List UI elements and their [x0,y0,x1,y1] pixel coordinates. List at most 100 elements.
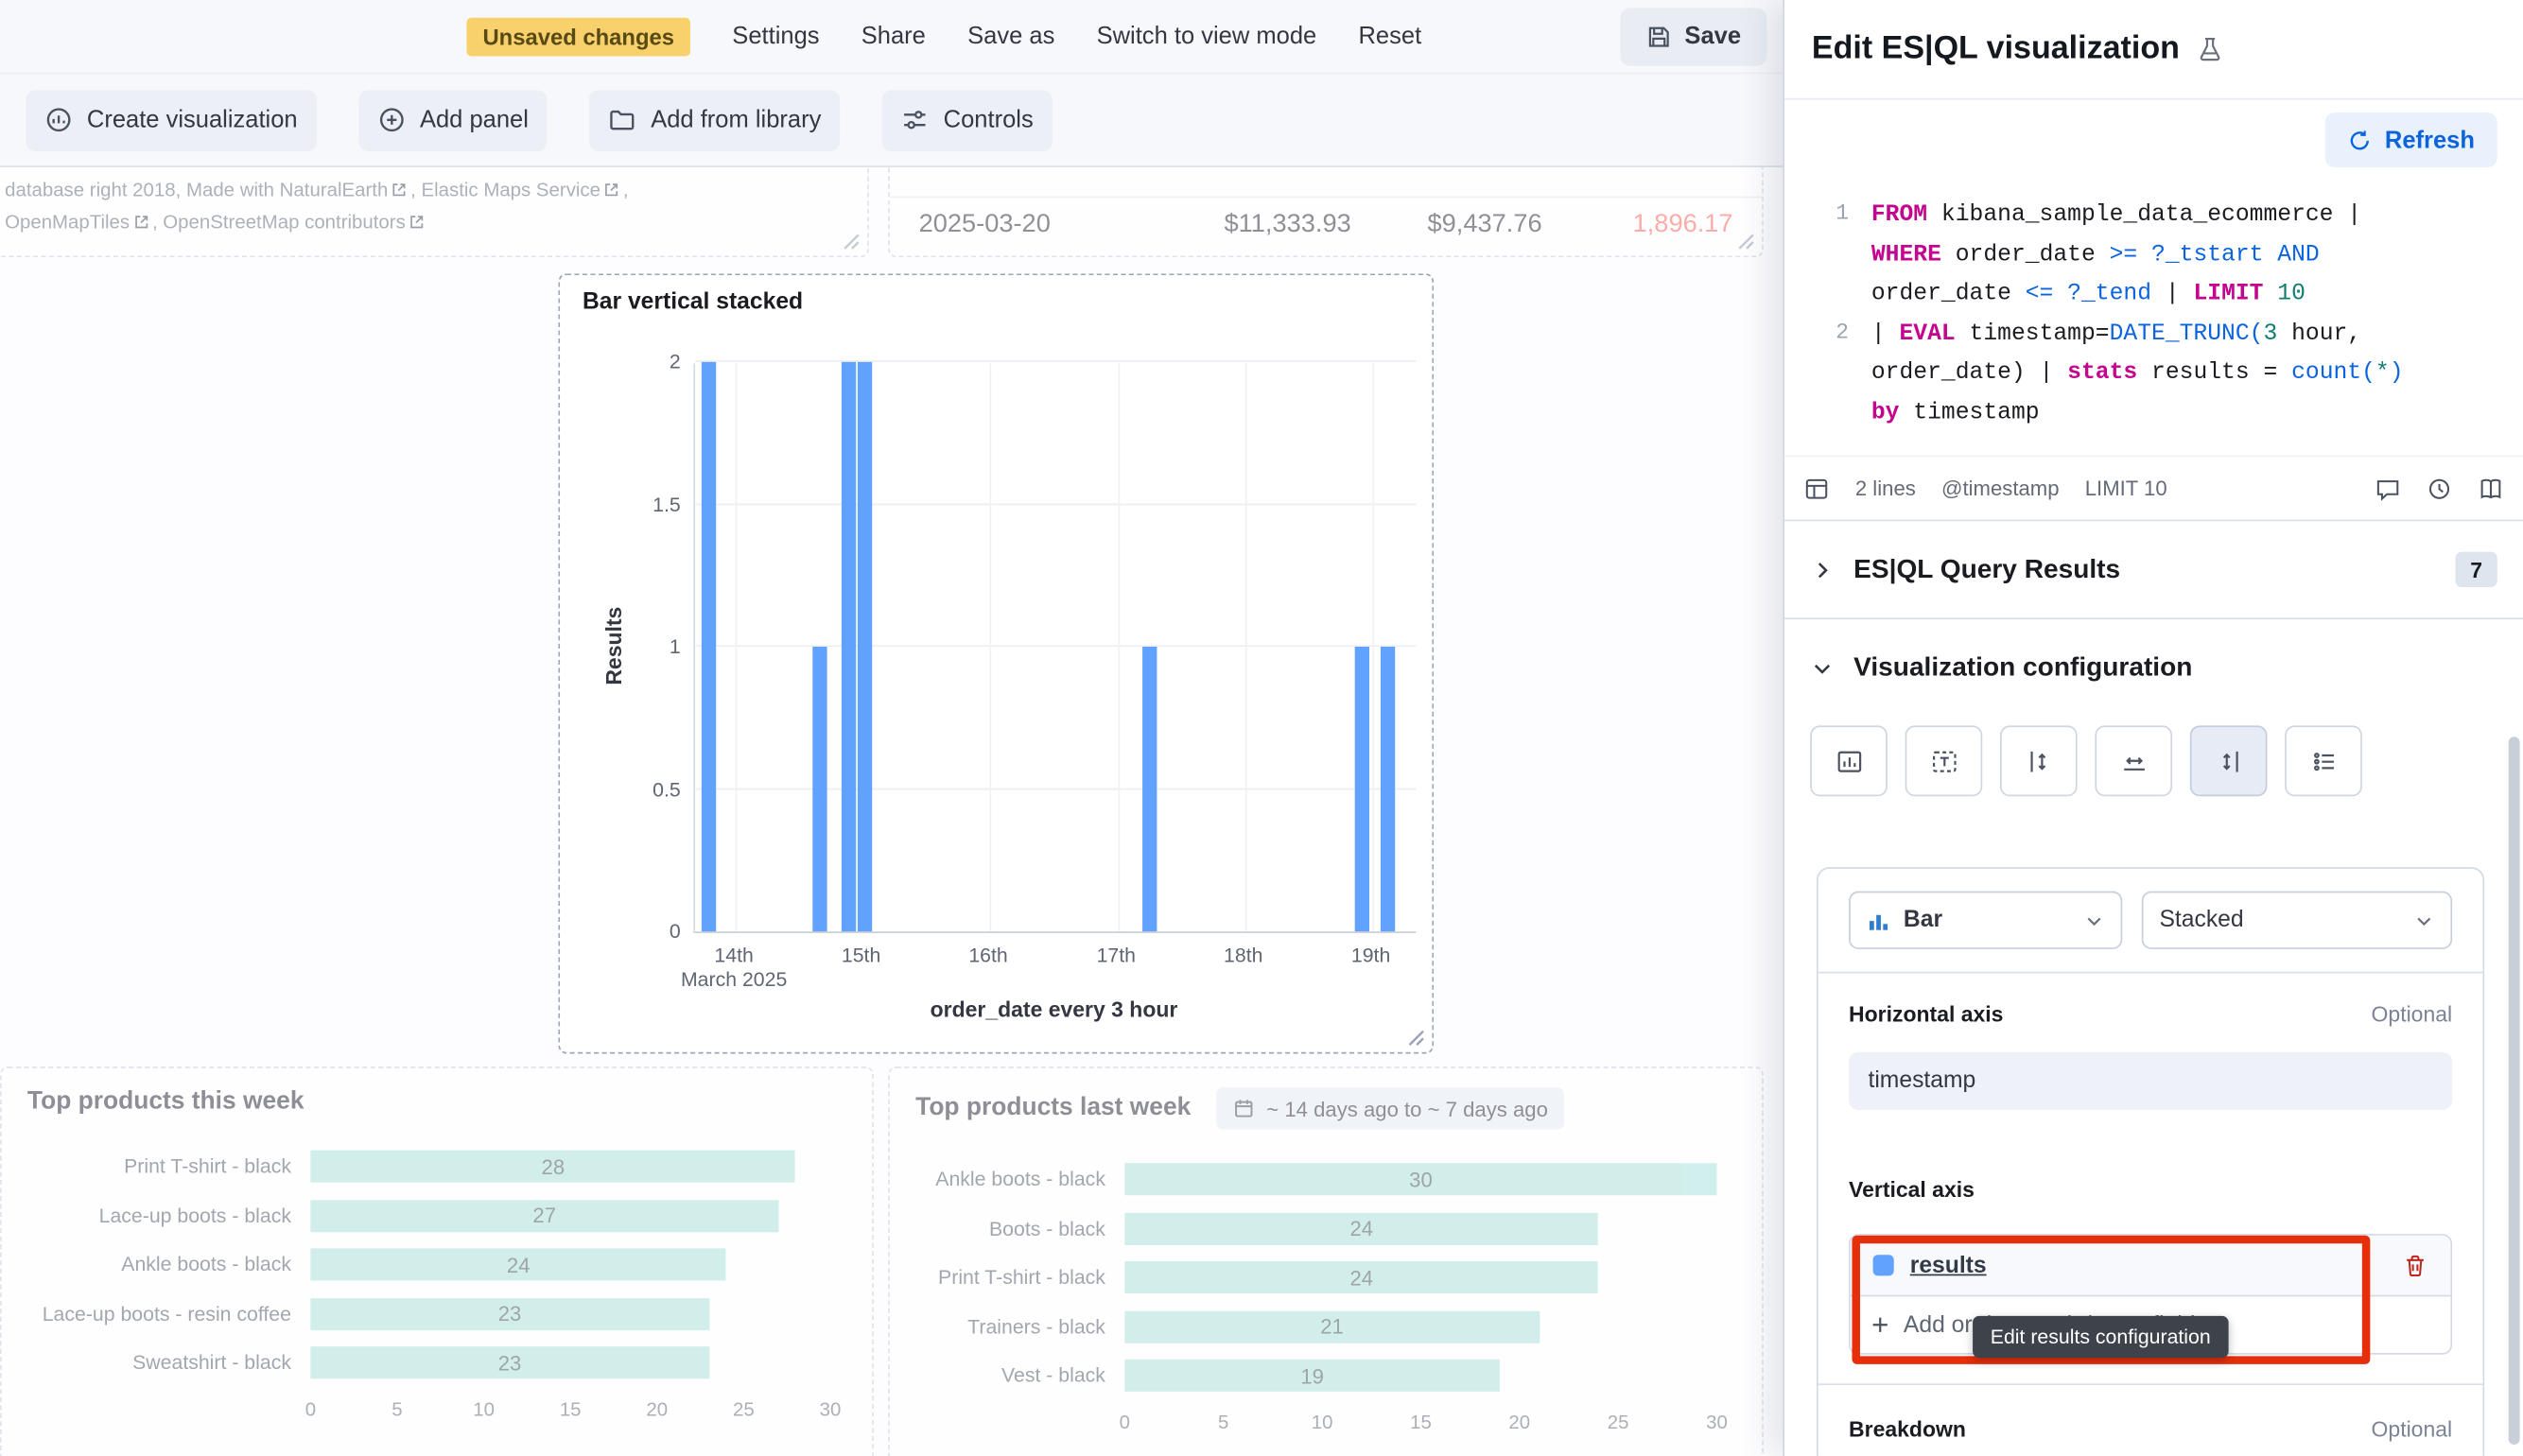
esql-editor[interactable]: 1 FROM kibana_sample_data_ecommerce | WHER… [1784,181,2523,456]
legend-options-button[interactable] [2285,725,2362,797]
editor-limit-badge[interactable]: LIMIT 10 [2084,476,2167,501]
horizontal-bar[interactable]: 30 [1124,1163,1717,1196]
flyout-scrollbar[interactable] [2508,737,2520,1445]
bar-label: Sweatshirt - black [132,1351,291,1375]
bar-value: 27 [532,1204,557,1228]
docs-icon[interactable] [2478,476,2503,501]
esql-icon [1803,476,1829,501]
table-cell-value: $9,437.76 [1427,210,1542,238]
accordion-label: ES|QL Query Results [1853,554,2121,583]
save-as-menu-item[interactable]: Save as [967,22,1055,50]
horizontal-bar[interactable]: 23 [310,1346,709,1379]
esql-query-results-accordion[interactable]: ES|QL Query Results 7 [1784,521,2523,617]
stacked-bar[interactable] [1381,647,1396,932]
time-range-badge[interactable]: ~ 14 days ago to ~ 7 days ago [1216,1087,1564,1130]
resize-handle-icon[interactable] [1736,232,1755,251]
bar-row: Sweatshirt - black 23 [2,1339,873,1388]
resize-handle-icon[interactable] [1406,1028,1425,1047]
right-axis-button[interactable] [2189,725,2268,797]
editor-timestamp-badge[interactable]: @timestamp [1941,476,2060,501]
stacked-bar[interactable] [1354,647,1369,932]
series-color-swatch [1872,1255,1894,1276]
attribution-text[interactable]: database right 2018, Made with NaturalEa… [5,178,389,201]
stacked-bar-plot [693,360,1417,933]
x-tick-label: 0 [1119,1410,1131,1433]
horizontal-bar[interactable]: 19 [1124,1360,1500,1393]
query-history-icon[interactable] [2427,476,2452,501]
horizontal-axis-section: Horizontal axis Optional timestamp [1818,973,2483,1135]
code-row: order_date <= ?_tend | LIMIT 10 [1870,281,2306,307]
horizontal-bar[interactable]: 27 [310,1199,779,1232]
visualization-configuration-accordion[interactable]: Visualization configuration [1784,619,2523,716]
horizontal-bar[interactable]: 21 [1124,1310,1540,1343]
bar-value: 24 [1349,1265,1374,1291]
feedback-icon[interactable] [2375,476,2400,501]
code-row: 1 FROM kibana_sample_data_ecommerce | [1836,202,2362,229]
attribution-text[interactable]: , Elastic Maps Service [410,178,601,201]
y-tick-label: 1 [669,635,681,658]
stack-mode-value: Stacked [2159,907,2244,933]
save-button[interactable]: Save [1620,7,1767,65]
add-panel-button[interactable]: Add panel [358,89,548,151]
chart-type-select[interactable]: Bar [1849,891,2123,949]
x-tick-label: 14th March 2025 [680,944,788,992]
stacked-bar[interactable] [701,361,717,932]
text-labels-button[interactable] [1905,725,1983,797]
attribution-text[interactable]: OpenMapTiles [5,210,130,234]
edit-esql-flyout: Edit ES|QL visualization Refresh 1 FROM k… [1783,0,2523,1456]
unsaved-changes-badge[interactable]: Unsaved changes [466,16,691,56]
x-tick-label: 16th [968,944,1008,967]
stacked-bar[interactable] [1142,647,1158,932]
create-visualization-label: Create visualization [86,106,298,134]
bar-value: 23 [497,1350,522,1376]
folder-icon [609,106,636,133]
stacked-bar[interactable] [812,647,827,932]
horizontal-bar[interactable]: 28 [310,1151,796,1184]
left-axis-button[interactable] [2000,725,2078,797]
bar-row: Boots - black 24 [890,1205,1762,1254]
x-tick-label: 15 [559,1396,582,1420]
horizontal-bar[interactable]: 24 [1124,1261,1599,1294]
editor-footer: 2 lines @timestamp LIMIT 10 [1784,455,2523,520]
x-tick-label: 19th [1350,944,1391,967]
stacked-bar[interactable] [842,361,857,932]
resize-handle-icon[interactable] [842,232,861,251]
bar-row: Print T-shirt - black 28 [2,1142,873,1191]
x-axis-ticks: 0 5 10 15 20 25 30 [305,1396,842,1427]
table-row[interactable]: 2025-03-20 $11,333.93 $9,437.76 1,896.17 [889,196,1763,243]
breakdown-section[interactable]: Breakdown Optional [1818,1385,2483,1456]
table-cell-date: 2025-03-20 [918,210,1051,238]
bar-label: Ankle boots - black [121,1253,291,1276]
horizontal-axis-field[interactable]: timestamp [1849,1051,2453,1111]
x-tick-label: 5 [392,1396,403,1420]
bar-label: Boots - black [988,1217,1105,1240]
create-visualization-button[interactable]: Create visualization [26,89,318,151]
controls-button[interactable]: Controls [882,89,1053,151]
x-tick-label: 10 [1311,1410,1333,1433]
horizontal-bar[interactable]: 24 [1124,1212,1599,1245]
axis-tools-row [1784,716,2523,819]
sliders-icon [901,106,929,133]
bar-label: Lace-up boots - resin coffee [42,1302,291,1326]
add-from-library-button[interactable]: Add from library [589,89,841,151]
bottom-axis-button[interactable] [2095,725,2173,797]
dimension-row-results[interactable]: results [1850,1235,2451,1297]
reset-menu-item[interactable]: Reset [1358,22,1422,50]
visual-options-button[interactable] [1810,725,1888,797]
table-panel: 2025-03-20 $11,333.93 $9,437.76 1,896.17 [888,166,1764,258]
attribution-text[interactable]: , OpenStreetMap contributors [151,210,406,234]
horizontal-bar[interactable]: 24 [310,1248,727,1281]
breakdown-label: Breakdown [1849,1417,1966,1442]
bar-rows: Ankle boots - black 30 Boots - black 24 Prin… [890,1155,1762,1400]
dimension-results-link[interactable]: results [1909,1252,1987,1278]
delete-dimension-icon[interactable] [2402,1253,2427,1278]
settings-menu-item[interactable]: Settings [732,22,820,50]
share-menu-item[interactable]: Share [861,22,926,50]
stacked-bar[interactable] [857,361,873,932]
horizontal-bar[interactable]: 23 [310,1297,709,1330]
refresh-button[interactable]: Refresh [2324,113,2497,167]
switch-to-view-mode-menu-item[interactable]: Switch to view mode [1096,22,1317,50]
stack-mode-select[interactable]: Stacked [2141,891,2453,949]
x-tick-label: 15th [841,944,881,967]
